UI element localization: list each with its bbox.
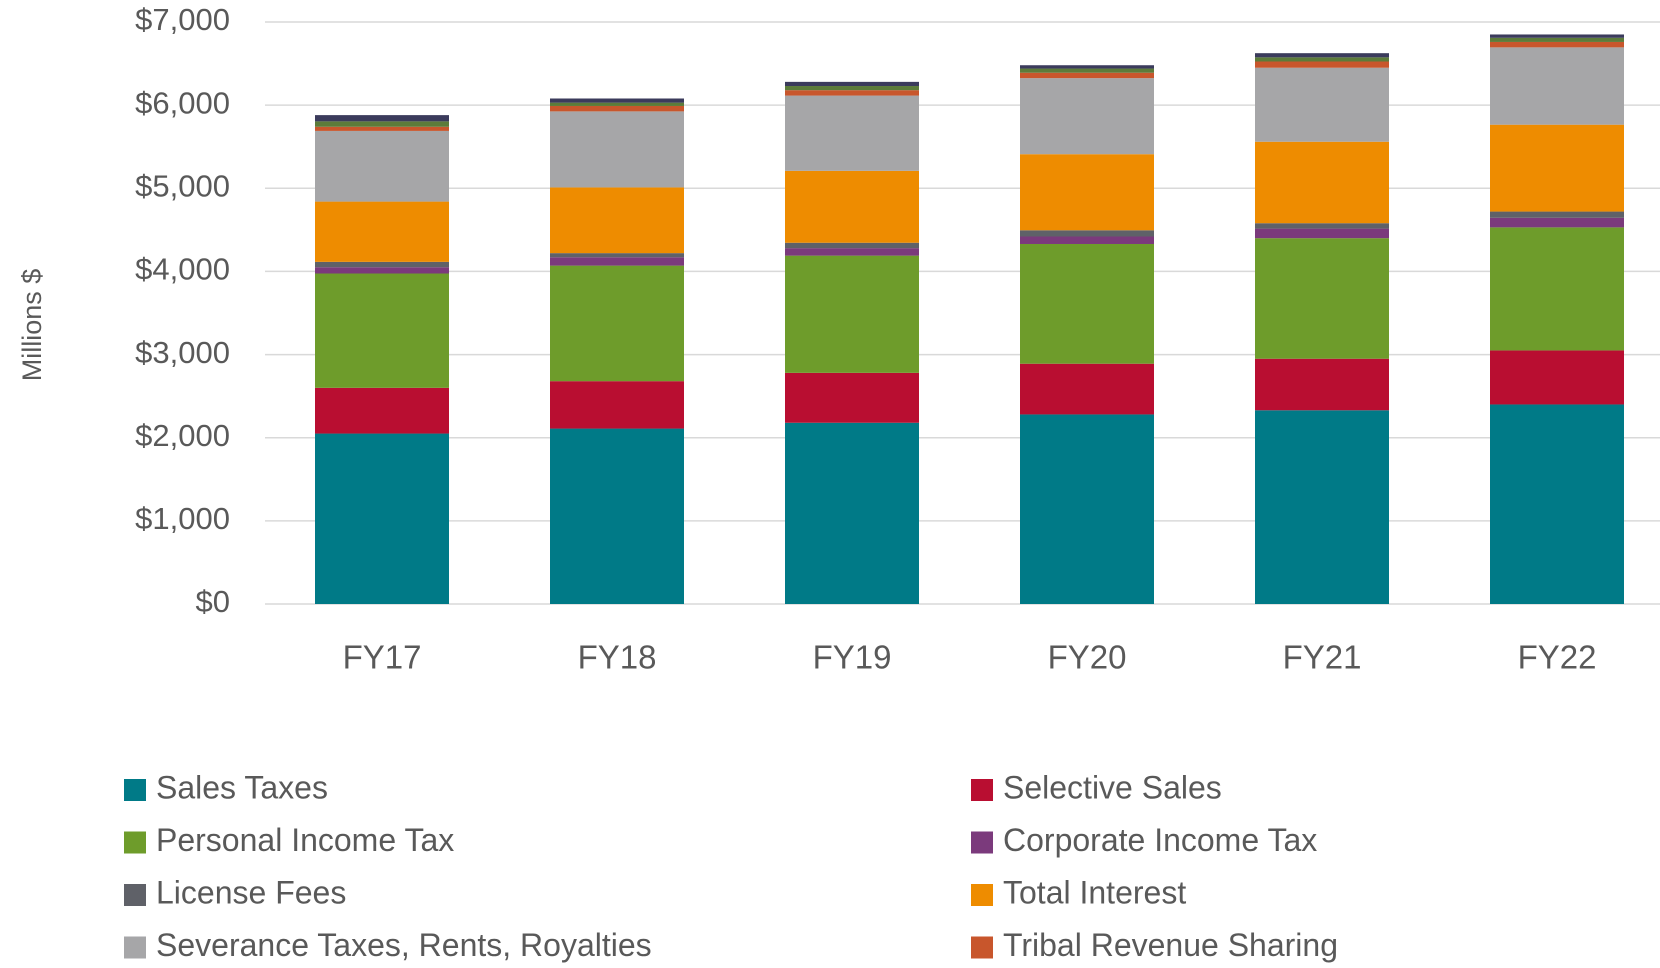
bar-segment xyxy=(1255,228,1389,239)
y-tick-label: $2,000 xyxy=(135,418,230,453)
bar-segment xyxy=(550,428,684,604)
bar-segment xyxy=(550,381,684,429)
bar-segment xyxy=(1490,350,1624,405)
bar-segment xyxy=(785,95,919,171)
bar-segment xyxy=(550,257,684,266)
bar-segment xyxy=(785,248,919,256)
bar-segment xyxy=(1020,68,1154,73)
bar-segment xyxy=(1490,34,1624,38)
bar-segment xyxy=(315,201,449,262)
bar-segment xyxy=(785,90,919,96)
bar-segment xyxy=(785,81,919,87)
bar-segment xyxy=(315,115,449,122)
bar-segment xyxy=(1020,78,1154,155)
bar-segment xyxy=(1255,223,1389,229)
bar-segment xyxy=(1490,124,1624,212)
legend-swatch xyxy=(971,936,993,959)
legend-swatch xyxy=(971,884,993,906)
legend-label: Corporate Income Tax xyxy=(1003,822,1317,858)
bar-segment xyxy=(1020,154,1154,231)
bar-segment xyxy=(1020,243,1154,364)
bar-segment xyxy=(1020,230,1154,237)
x-tick-label: FY22 xyxy=(1518,639,1597,676)
legend-label: Personal Income Tax xyxy=(156,822,454,858)
bar-segment xyxy=(1020,363,1154,415)
bar-segment xyxy=(1490,227,1624,351)
y-tick-label: $5,000 xyxy=(135,168,230,203)
bar-segment xyxy=(785,255,919,373)
bar-segment xyxy=(550,265,684,382)
y-tick-label: $0 xyxy=(196,584,230,619)
bar-segment xyxy=(315,121,449,127)
legend-label: License Fees xyxy=(156,874,346,910)
bar-segment xyxy=(315,130,449,202)
bar-segment xyxy=(1020,414,1154,604)
bar-segment xyxy=(785,242,919,249)
y-tick-label: $6,000 xyxy=(135,85,230,120)
bar-segment xyxy=(785,170,919,243)
bar-segment xyxy=(315,126,449,131)
bar-segment xyxy=(1255,67,1389,142)
bar-segment xyxy=(1255,61,1389,68)
bar-segment xyxy=(1020,236,1154,244)
y-tick-label: $4,000 xyxy=(135,252,230,287)
bar-segment xyxy=(1020,72,1154,79)
bar-segment xyxy=(315,273,449,388)
legend-label: Selective Sales xyxy=(1003,769,1222,805)
bar-segment xyxy=(1255,53,1389,58)
bar-segment xyxy=(1255,410,1389,604)
bar-segment xyxy=(1255,358,1389,411)
bar-segment xyxy=(1255,141,1389,224)
bar-segment xyxy=(785,372,919,423)
x-tick-label: FY18 xyxy=(578,639,657,676)
bar-segment xyxy=(315,261,449,268)
y-tick-label: $1,000 xyxy=(135,501,230,536)
bar-segment xyxy=(785,422,919,604)
bar-segment xyxy=(550,102,684,106)
legend-label: Total Interest xyxy=(1003,874,1186,910)
bar-segment xyxy=(315,267,449,274)
legend-swatch xyxy=(971,831,993,854)
bar-segment xyxy=(1490,37,1624,42)
bar-segment xyxy=(550,98,684,103)
legend-swatch xyxy=(124,831,146,854)
y-tick-label: $7,000 xyxy=(135,2,230,37)
legend-swatch xyxy=(124,884,146,906)
legend-label: Sales Taxes xyxy=(156,769,328,805)
bar-segment xyxy=(550,253,684,258)
bar-segment xyxy=(1490,47,1624,125)
bar-segment xyxy=(1255,238,1389,359)
bar-segment xyxy=(550,187,684,254)
legend-label: Tribal Revenue Sharing xyxy=(1003,927,1338,963)
bar-segment xyxy=(1255,57,1389,62)
bar-segment xyxy=(550,111,684,188)
bar-segment xyxy=(315,387,449,434)
y-tick-label: $3,000 xyxy=(135,335,230,370)
legend-swatch xyxy=(124,779,146,801)
y-axis-label: Millions $ xyxy=(17,269,47,382)
x-tick-label: FY21 xyxy=(1283,639,1362,676)
bar-segment xyxy=(315,433,449,604)
x-tick-label: FY19 xyxy=(813,639,892,676)
bar-segment xyxy=(550,105,684,112)
bar-segment xyxy=(1020,65,1154,69)
bar-segment xyxy=(1490,41,1624,48)
bar-segment xyxy=(1490,211,1624,218)
bar-segment xyxy=(1490,404,1624,604)
x-tick-label: FY17 xyxy=(343,639,422,676)
legend-swatch xyxy=(124,936,146,959)
bar-segment xyxy=(1490,217,1624,228)
x-tick-label: FY20 xyxy=(1048,639,1127,676)
bar-segment xyxy=(785,86,919,91)
legend-swatch xyxy=(971,779,993,801)
legend-label: Severance Taxes, Rents, Royalties xyxy=(156,927,652,963)
